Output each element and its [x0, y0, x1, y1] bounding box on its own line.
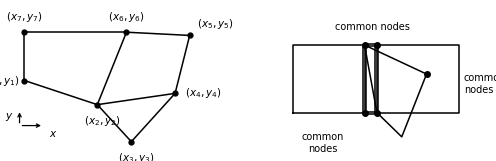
Text: common
nodes: common nodes — [464, 73, 496, 95]
Text: $x$: $x$ — [49, 129, 57, 139]
Text: $(x_1, y_1)$: $(x_1, y_1)$ — [0, 74, 19, 87]
Text: $(x_3, y_3)$: $(x_3, y_3)$ — [118, 151, 154, 161]
Text: $y$: $y$ — [5, 111, 13, 123]
Text: common nodes: common nodes — [335, 22, 409, 32]
Text: common
nodes: common nodes — [301, 132, 344, 154]
Text: $(x_7, y_7)$: $(x_7, y_7)$ — [6, 10, 43, 24]
Text: $(x_6, y_6)$: $(x_6, y_6)$ — [108, 10, 145, 24]
Text: $(x_5, y_5)$: $(x_5, y_5)$ — [197, 17, 234, 31]
Text: $(x_4, y_4)$: $(x_4, y_4)$ — [185, 86, 221, 100]
Text: $(x_2, y_2)$: $(x_2, y_2)$ — [84, 114, 121, 128]
